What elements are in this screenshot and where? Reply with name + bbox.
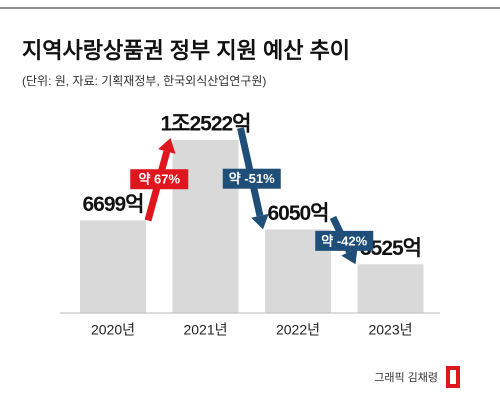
annotation-box	[315, 230, 374, 251]
chart-subtitle: (단위: 원, 자료: 기획재정부, 한국외식산업연구원)	[22, 74, 266, 88]
annotation: 약 67%	[138, 172, 180, 187]
x-tick-label: 2023년	[368, 322, 412, 338]
value-label: 3525억	[360, 237, 421, 260]
arrow-head	[158, 138, 176, 154]
x-tick-label: 2020년	[91, 322, 135, 338]
x-tick-label: 2022년	[276, 322, 320, 338]
annotation: 약 -42%	[321, 233, 367, 248]
value-label: 6050억	[267, 202, 328, 225]
arrow-head	[341, 247, 358, 265]
value-label: 1조2522억	[160, 113, 250, 136]
bar	[357, 264, 424, 313]
annotation-box	[130, 169, 189, 190]
bar	[172, 140, 239, 313]
x-tick-label: 2021년	[183, 322, 227, 338]
annotation: 약 -51%	[229, 171, 275, 186]
credit: 그래픽 김채령	[374, 371, 438, 384]
arrow-head	[251, 213, 269, 230]
annotation-box	[222, 168, 281, 189]
credit-icon	[446, 366, 460, 388]
value-label: 6699억	[82, 193, 143, 216]
chart-title: 지역사랑상품권 정부 지원 예산 추이	[22, 38, 350, 63]
bar	[80, 220, 146, 313]
